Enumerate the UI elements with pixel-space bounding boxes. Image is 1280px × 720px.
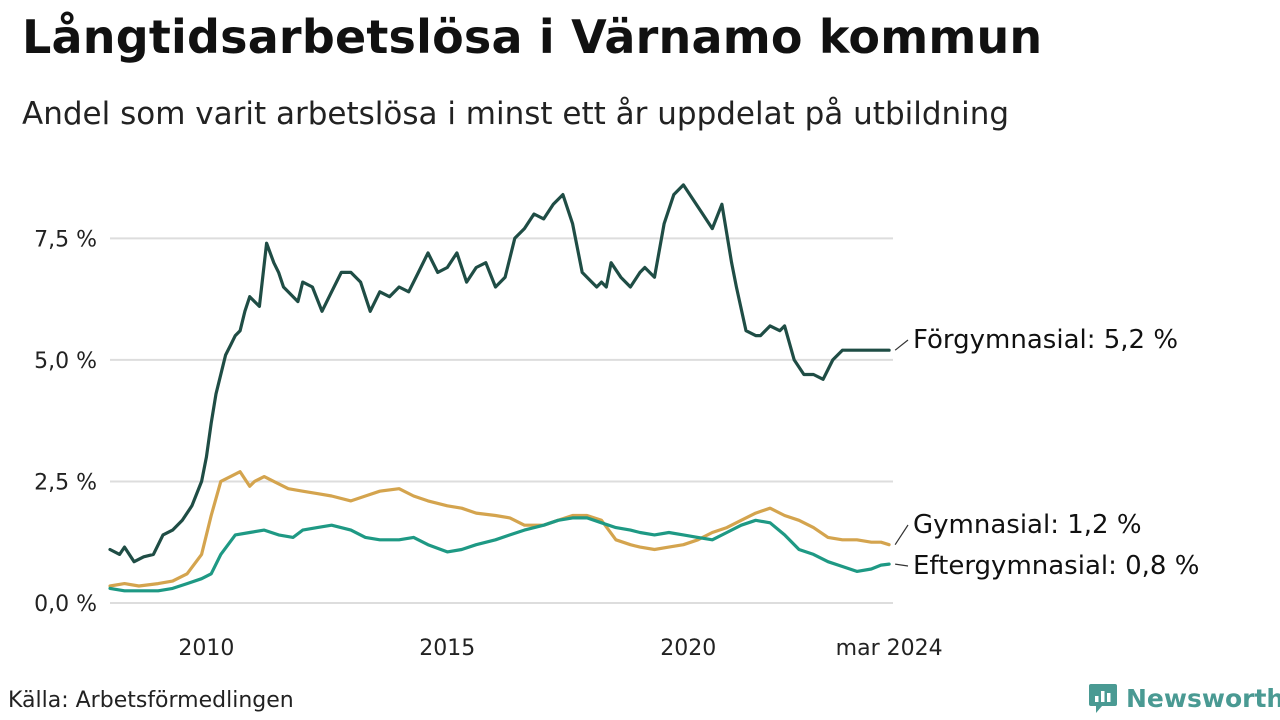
series-label-förgymnasial: Förgymnasial: 5,2 % — [913, 325, 1178, 355]
series-labels: Förgymnasial: 5,2 % Gymnasial: 1,2 % Efter… — [894, 325, 1199, 581]
x-tick-label: mar 2024 — [836, 636, 943, 661]
series-line-eftergymnasial — [108, 516, 891, 593]
y-tick-label: 5,0 % — [34, 349, 97, 374]
series-line-förgymnasial — [108, 183, 891, 564]
series-label-gymnasial: Gymnasial: 1,2 % — [913, 510, 1142, 540]
y-tick-label: 0,0 % — [34, 592, 97, 617]
label-leader-line — [894, 339, 909, 351]
series-line-gymnasial — [108, 470, 891, 588]
series-lines — [108, 183, 891, 593]
newsworthy-logo-icon — [1089, 684, 1117, 713]
x-axis-ticks: 2010 2015 2020 mar 2024 — [178, 636, 942, 661]
label-leader-line — [895, 563, 909, 567]
y-tick-label: 7,5 % — [34, 227, 97, 252]
chart-subtitle: Andel som varit arbetslösa i minst ett å… — [22, 96, 1010, 132]
y-axis-ticks: 0,0 % 2,5 % 5,0 % 7,5 % — [34, 227, 97, 617]
brand-logo[interactable]: Newsworthy — [1088, 682, 1280, 714]
x-tick-label: 2015 — [419, 636, 475, 661]
x-tick-label: 2010 — [178, 636, 234, 661]
gridlines — [110, 237, 893, 604]
x-tick-label: 2020 — [660, 636, 716, 661]
source-note: Källa: Arbetsförmedlingen — [8, 688, 294, 713]
label-leader-line — [894, 524, 909, 545]
series-label-eftergymnasial: Eftergymnasial: 0,8 % — [913, 551, 1199, 581]
chart-title: Långtidsarbetslösa i Värnamo kommun — [22, 10, 1043, 64]
y-tick-label: 2,5 % — [34, 470, 97, 495]
brand-name: Newsworthy — [1126, 683, 1280, 713]
